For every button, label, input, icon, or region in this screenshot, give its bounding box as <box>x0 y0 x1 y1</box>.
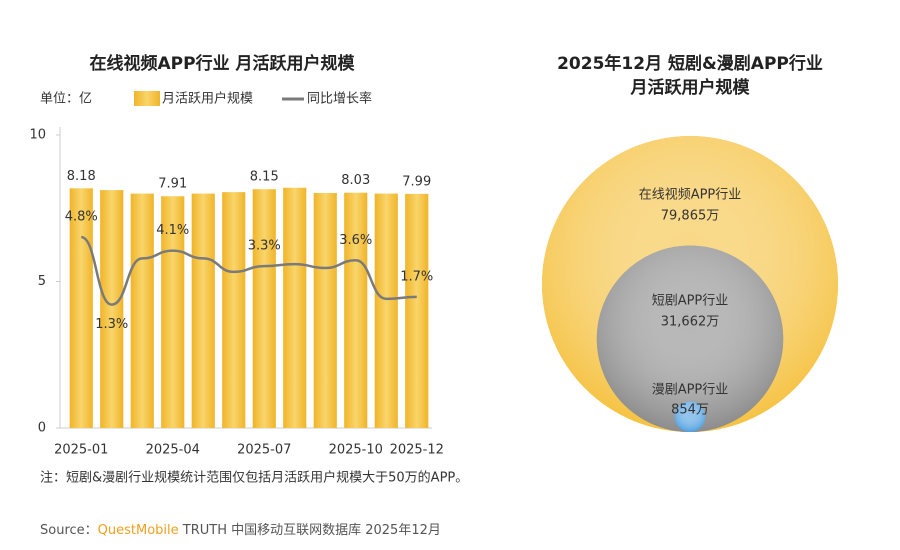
legend-label: 同比增长率 <box>307 91 372 107</box>
x-tick-label: 2025-07 <box>237 443 291 458</box>
chart-title: 在线视频APP行业 月活跃用户规模 <box>90 53 356 74</box>
x-tick-label: 2025-10 <box>329 443 383 458</box>
source-prefix: Source： <box>40 523 98 538</box>
bar <box>161 196 185 428</box>
legend-label: 月活跃用户规模 <box>162 91 253 107</box>
y-tick-label: 5 <box>38 274 46 289</box>
circle-shade <box>674 401 706 432</box>
note: 注：短剧&漫剧行业规模统计范围仅包括月活跃用户规模大于50万的APP。 <box>40 470 468 486</box>
line <box>80 235 417 306</box>
circle-value-label: 31,662万 <box>661 315 720 330</box>
legend-swatch-bar <box>134 91 160 106</box>
bar <box>191 193 215 428</box>
data-label: 4.8% <box>65 210 98 225</box>
circle-value-label: 79,865万 <box>661 209 720 224</box>
data-label: 3.3% <box>248 239 281 254</box>
source-brand: QuestMobile <box>98 523 179 538</box>
circle-label: 在线视频APP行业 <box>639 188 742 203</box>
data-label: 3.6% <box>339 233 372 248</box>
bar <box>130 193 154 428</box>
y-tick-label: 10 <box>29 128 46 143</box>
circle-shade <box>596 245 784 432</box>
data-label: 4.1% <box>156 223 189 238</box>
x-tick-label: 2025-04 <box>146 443 200 458</box>
x-tick-label: 2025-12 <box>390 443 444 458</box>
data-label: 7.91 <box>158 177 187 192</box>
bar <box>405 193 429 428</box>
bar <box>313 193 337 428</box>
circle-value-label: 854万 <box>671 403 709 418</box>
bar <box>344 192 368 428</box>
chart-title: 2025年12月 短剧&漫剧APP行业 <box>557 53 823 74</box>
circle-label: 漫剧APP行业 <box>652 383 729 398</box>
x-tick-label: 2025-01 <box>54 443 108 458</box>
bar <box>69 188 93 428</box>
unit-label: 单位：亿 <box>40 92 92 107</box>
data-label: 8.18 <box>67 169 96 184</box>
source: Source：QuestMobile TRUTH 中国移动互联网数据库 2025… <box>40 522 441 538</box>
data-label: 7.99 <box>402 174 431 189</box>
bar <box>252 189 276 428</box>
bar <box>374 193 398 428</box>
data-label: 8.15 <box>250 170 279 185</box>
data-label: 1.7% <box>400 269 433 284</box>
source-rest: TRUTH 中国移动互联网数据库 2025年12月 <box>179 522 441 538</box>
y-tick-label: 0 <box>38 421 46 436</box>
data-label: 8.03 <box>341 173 370 188</box>
data-label: 1.3% <box>95 317 128 332</box>
circle-label: 短剧APP行业 <box>652 294 729 309</box>
bar <box>283 187 307 428</box>
bar <box>100 190 124 428</box>
bar <box>222 192 246 428</box>
chart-title: 月活跃用户规模 <box>630 77 751 98</box>
